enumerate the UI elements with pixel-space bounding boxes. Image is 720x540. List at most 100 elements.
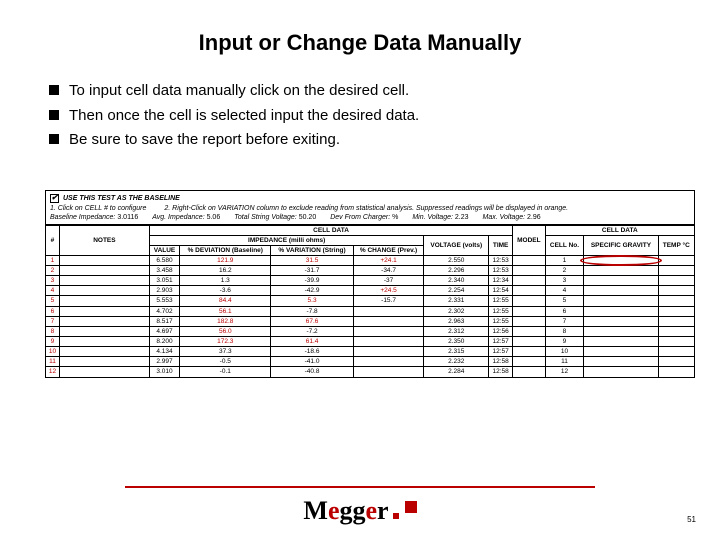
table-cell[interactable]: 2.331	[424, 296, 489, 306]
table-cell[interactable]: 7	[545, 316, 584, 326]
table-cell[interactable]: 56.0	[180, 326, 271, 336]
table-cell[interactable]: 6.580	[149, 255, 179, 265]
table-cell[interactable]	[658, 286, 694, 296]
table-cell[interactable]: 2.963	[424, 316, 489, 326]
table-cell[interactable]: 3.458	[149, 266, 179, 276]
table-cell[interactable]	[584, 337, 658, 347]
table-cell[interactable]	[658, 266, 694, 276]
table-cell[interactable]: 5	[46, 296, 60, 306]
table-cell[interactable]: -42.9	[271, 286, 353, 296]
table-row[interactable]: 64.70256.1-7.82.30212:556	[46, 306, 695, 316]
table-cell[interactable]: 2.302	[424, 306, 489, 316]
table-cell[interactable]: 12:55	[489, 316, 513, 326]
table-cell[interactable]: 12	[545, 367, 584, 377]
table-cell[interactable]	[59, 357, 149, 367]
table-cell[interactable]	[513, 255, 545, 265]
table-cell[interactable]: 121.9	[180, 255, 271, 265]
table-cell[interactable]	[584, 296, 658, 306]
table-cell[interactable]: 67.6	[271, 316, 353, 326]
table-row[interactable]: 104.13437.3-18.62.31512:5710	[46, 347, 695, 357]
table-cell[interactable]: -0.1	[180, 367, 271, 377]
table-row[interactable]: 78.517182.867.62.96312:557	[46, 316, 695, 326]
table-cell[interactable]	[59, 286, 149, 296]
table-cell[interactable]	[59, 266, 149, 276]
table-row[interactable]: 16.580121.931.5+24.12.55012:531	[46, 255, 695, 265]
table-cell[interactable]: 5.553	[149, 296, 179, 306]
table-cell[interactable]: -39.9	[271, 276, 353, 286]
table-cell[interactable]	[658, 316, 694, 326]
table-cell[interactable]	[513, 266, 545, 276]
table-cell[interactable]	[658, 276, 694, 286]
table-cell[interactable]: 2.315	[424, 347, 489, 357]
table-cell[interactable]: 3	[545, 276, 584, 286]
table-cell[interactable]: -31.7	[271, 266, 353, 276]
table-cell[interactable]	[59, 367, 149, 377]
table-cell[interactable]: 2.903	[149, 286, 179, 296]
table-cell[interactable]	[59, 316, 149, 326]
table-cell[interactable]	[59, 337, 149, 347]
table-cell[interactable]: 61.4	[271, 337, 353, 347]
table-cell[interactable]: 12:56	[489, 326, 513, 336]
table-cell[interactable]: 5.3	[271, 296, 353, 306]
table-cell[interactable]: 8.517	[149, 316, 179, 326]
table-cell[interactable]: 12:53	[489, 266, 513, 276]
table-cell[interactable]: 2.550	[424, 255, 489, 265]
table-cell[interactable]: 10	[46, 347, 60, 357]
table-cell[interactable]	[584, 276, 658, 286]
table-cell[interactable]: 1	[545, 255, 584, 265]
table-cell[interactable]	[353, 347, 424, 357]
table-cell[interactable]: 2.312	[424, 326, 489, 336]
table-cell[interactable]	[658, 367, 694, 377]
table-cell[interactable]: 37.3	[180, 347, 271, 357]
table-cell[interactable]: 8	[46, 326, 60, 336]
table-cell[interactable]: 12:53	[489, 255, 513, 265]
table-cell[interactable]: 7	[46, 316, 60, 326]
table-row[interactable]: 84.69756.0-7.22.31212:568	[46, 326, 695, 336]
table-cell[interactable]: 172.3	[180, 337, 271, 347]
table-cell[interactable]: 2.340	[424, 276, 489, 286]
table-cell[interactable]	[584, 306, 658, 316]
table-cell[interactable]: +24.5	[353, 286, 424, 296]
table-cell[interactable]	[658, 357, 694, 367]
table-cell[interactable]	[353, 306, 424, 316]
table-row[interactable]: 98.200172.361.42.35012:579	[46, 337, 695, 347]
table-cell[interactable]: 3	[46, 276, 60, 286]
table-row[interactable]: 33.0511.3-39.9-372.34012:343	[46, 276, 695, 286]
table-cell[interactable]	[59, 255, 149, 265]
table-row[interactable]: 55.55384.45.3-15.72.33112:555	[46, 296, 695, 306]
table-cell[interactable]	[584, 266, 658, 276]
table-cell[interactable]	[353, 326, 424, 336]
table-cell[interactable]	[59, 347, 149, 357]
table-cell[interactable]: 2	[46, 266, 60, 276]
table-cell[interactable]: 11	[545, 357, 584, 367]
table-cell[interactable]	[584, 286, 658, 296]
table-cell[interactable]: -3.6	[180, 286, 271, 296]
table-cell[interactable]	[513, 276, 545, 286]
table-cell[interactable]	[513, 326, 545, 336]
table-cell[interactable]: 2.296	[424, 266, 489, 276]
table-cell[interactable]	[513, 286, 545, 296]
table-cell[interactable]: 10	[545, 347, 584, 357]
table-cell[interactable]: 2.350	[424, 337, 489, 347]
table-row[interactable]: 112.997-0.5-41.02.23212:5811	[46, 357, 695, 367]
table-cell[interactable]	[353, 357, 424, 367]
table-cell[interactable]: -0.5	[180, 357, 271, 367]
table-row[interactable]: 123.010-0.1-40.82.28412:5812	[46, 367, 695, 377]
table-cell[interactable]: 9	[545, 337, 584, 347]
table-cell[interactable]: 4	[545, 286, 584, 296]
table-cell[interactable]: 11	[46, 357, 60, 367]
table-cell[interactable]	[513, 357, 545, 367]
table-cell[interactable]	[584, 357, 658, 367]
table-cell[interactable]: 12:57	[489, 337, 513, 347]
table-cell[interactable]: 2	[545, 266, 584, 276]
table-cell[interactable]: 3.010	[149, 367, 179, 377]
table-cell[interactable]: 16.2	[180, 266, 271, 276]
table-cell[interactable]	[59, 326, 149, 336]
table-cell[interactable]: 6	[545, 306, 584, 316]
table-cell[interactable]: 4.134	[149, 347, 179, 357]
table-cell[interactable]	[353, 337, 424, 347]
table-cell[interactable]: 12:57	[489, 347, 513, 357]
table-cell[interactable]: -7.2	[271, 326, 353, 336]
table-cell[interactable]: 12:55	[489, 296, 513, 306]
table-cell[interactable]: +24.1	[353, 255, 424, 265]
